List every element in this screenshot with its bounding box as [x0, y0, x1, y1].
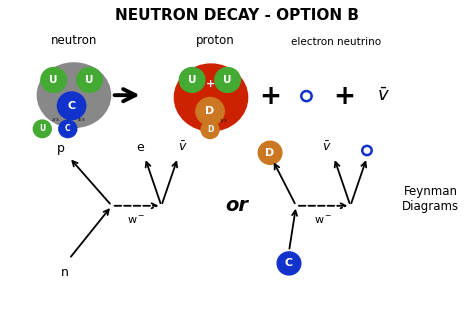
Text: C: C	[67, 101, 76, 111]
Text: neutron: neutron	[51, 34, 97, 47]
Text: $^{4/3}$: $^{4/3}$	[77, 118, 85, 123]
Text: U: U	[188, 75, 196, 85]
Text: D: D	[205, 106, 215, 116]
Text: U: U	[85, 75, 94, 85]
Text: $\mathbf{+}$: $\mathbf{+}$	[259, 84, 281, 110]
Ellipse shape	[174, 64, 247, 131]
Circle shape	[277, 252, 301, 275]
Text: Feynman
Diagrams: Feynman Diagrams	[402, 185, 459, 213]
Text: $^{1/3}$: $^{1/3}$	[219, 119, 228, 124]
Text: p: p	[57, 142, 64, 155]
Circle shape	[258, 141, 282, 164]
Text: $^{2/3}$: $^{2/3}$	[51, 118, 60, 123]
Text: D: D	[265, 148, 275, 158]
Text: e: e	[136, 141, 144, 154]
Circle shape	[201, 121, 219, 138]
Text: U: U	[39, 124, 46, 133]
Text: n: n	[61, 266, 68, 279]
Circle shape	[215, 67, 240, 92]
Circle shape	[77, 67, 102, 92]
Text: $\mathbf{+}$: $\mathbf{+}$	[333, 84, 354, 110]
Text: U: U	[49, 75, 58, 85]
Text: w$^-$: w$^-$	[128, 215, 146, 226]
Circle shape	[179, 67, 205, 92]
Text: $\bar{v}$: $\bar{v}$	[178, 140, 187, 154]
Text: NEUTRON DECAY - OPTION B: NEUTRON DECAY - OPTION B	[115, 7, 359, 23]
Circle shape	[196, 98, 224, 125]
Text: w$^-$: w$^-$	[314, 215, 332, 226]
Text: D: D	[207, 125, 213, 134]
Circle shape	[59, 120, 77, 138]
Circle shape	[57, 92, 86, 120]
Ellipse shape	[37, 63, 110, 127]
Text: $\bar{v}$: $\bar{v}$	[322, 140, 332, 154]
Text: or: or	[226, 196, 248, 215]
Text: electron neutrino: electron neutrino	[291, 37, 381, 47]
Text: $\bar{\mathit{v}}$: $\bar{\mathit{v}}$	[377, 87, 390, 105]
Circle shape	[41, 67, 66, 92]
Text: proton: proton	[196, 34, 235, 47]
Text: C: C	[65, 124, 71, 133]
Text: C: C	[285, 259, 293, 268]
Text: U: U	[223, 75, 232, 85]
Circle shape	[33, 120, 51, 138]
Text: +: +	[205, 79, 215, 89]
